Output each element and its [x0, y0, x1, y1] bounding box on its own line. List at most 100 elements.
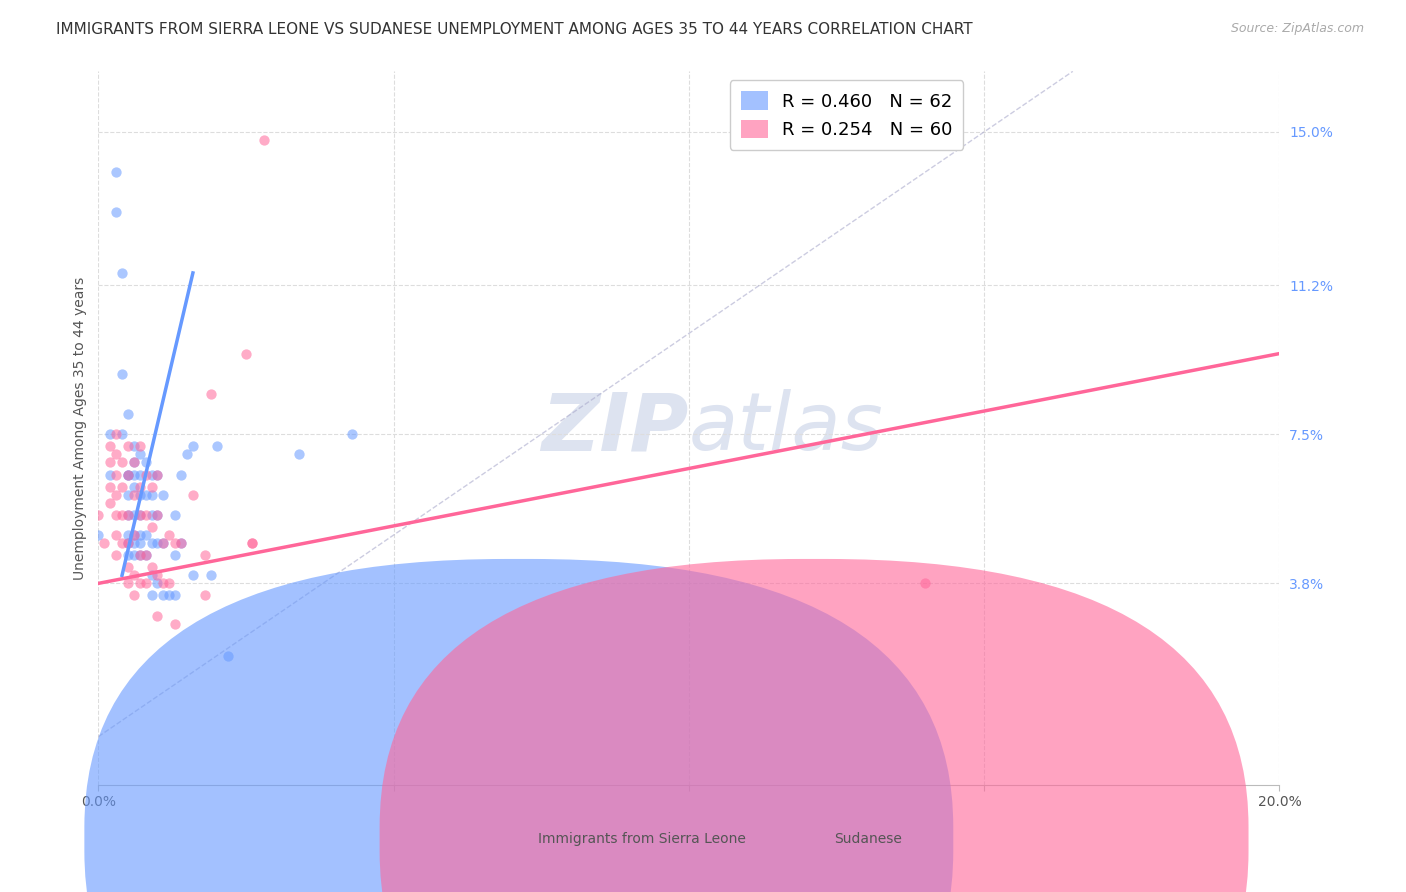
Point	[105, 447, 128, 461]
Point	[117, 528, 139, 542]
Point	[98, 496, 121, 510]
Point	[93, 536, 115, 550]
Point	[111, 455, 134, 469]
Point	[194, 589, 217, 603]
Point	[122, 589, 145, 603]
Point	[176, 447, 198, 461]
Point	[117, 488, 139, 502]
Point	[128, 508, 150, 522]
Point	[141, 536, 163, 550]
Y-axis label: Unemployment Among Ages 35 to 44 years: Unemployment Among Ages 35 to 44 years	[73, 277, 87, 580]
Legend: R = 0.460   N = 62, R = 0.254   N = 60: R = 0.460 N = 62, R = 0.254 N = 60	[730, 80, 963, 150]
Point	[128, 576, 150, 591]
Point	[128, 488, 150, 502]
Point	[105, 427, 128, 442]
Point	[181, 568, 204, 582]
Point	[122, 439, 145, 453]
Point	[135, 548, 157, 562]
Point	[117, 548, 139, 562]
Point	[146, 568, 169, 582]
Point	[122, 455, 145, 469]
Point	[105, 508, 128, 522]
Point	[117, 508, 139, 522]
Point	[105, 548, 128, 562]
Point	[122, 528, 145, 542]
Text: Sudanese: Sudanese	[834, 832, 901, 847]
Point	[111, 508, 134, 522]
Point	[111, 427, 134, 442]
Point	[98, 467, 121, 482]
Point	[135, 508, 157, 522]
Point	[235, 346, 257, 360]
Point	[135, 467, 157, 482]
Point	[122, 455, 145, 469]
Point	[146, 576, 169, 591]
Point	[128, 536, 150, 550]
Point	[342, 427, 364, 442]
Point	[146, 536, 169, 550]
Point	[135, 576, 157, 591]
Point	[194, 548, 217, 562]
Point	[165, 616, 187, 631]
Point	[128, 447, 150, 461]
Point	[117, 576, 139, 591]
Point	[146, 467, 169, 482]
Point	[170, 536, 193, 550]
Point	[128, 467, 150, 482]
Point	[128, 480, 150, 494]
Point	[105, 165, 128, 179]
Text: Source: ZipAtlas.com: Source: ZipAtlas.com	[1230, 22, 1364, 36]
Point	[98, 427, 121, 442]
Point	[122, 536, 145, 550]
Point	[128, 548, 150, 562]
Point	[146, 508, 169, 522]
Point	[253, 133, 276, 147]
Point	[152, 589, 174, 603]
Point	[128, 439, 150, 453]
Point	[128, 508, 150, 522]
Point	[122, 508, 145, 522]
Point	[200, 387, 222, 401]
Point	[98, 455, 121, 469]
Point	[117, 467, 139, 482]
Point	[117, 467, 139, 482]
Point	[170, 467, 193, 482]
Point	[165, 536, 187, 550]
Point	[141, 488, 163, 502]
Point	[205, 439, 228, 453]
Point	[170, 536, 193, 550]
Point	[914, 576, 936, 591]
Point	[117, 407, 139, 421]
Text: atlas: atlas	[689, 389, 884, 467]
Point	[141, 568, 163, 582]
Point	[141, 520, 163, 534]
Point	[122, 548, 145, 562]
Point	[141, 560, 163, 574]
Point	[122, 528, 145, 542]
Text: ZIP: ZIP	[541, 389, 689, 467]
Point	[240, 536, 263, 550]
Point	[152, 576, 174, 591]
Point	[117, 560, 139, 574]
Point	[117, 508, 139, 522]
Text: Immigrants from Sierra Leone: Immigrants from Sierra Leone	[538, 832, 747, 847]
Point	[128, 548, 150, 562]
Point	[165, 589, 187, 603]
Point	[157, 576, 180, 591]
Text: IMMIGRANTS FROM SIERRA LEONE VS SUDANESE UNEMPLOYMENT AMONG AGES 35 TO 44 YEARS : IMMIGRANTS FROM SIERRA LEONE VS SUDANESE…	[56, 22, 973, 37]
Point	[135, 488, 157, 502]
Point	[117, 467, 139, 482]
Point	[135, 455, 157, 469]
Point	[105, 467, 128, 482]
Point	[111, 367, 134, 381]
Point	[157, 528, 180, 542]
Point	[111, 536, 134, 550]
Point	[111, 480, 134, 494]
Point	[135, 528, 157, 542]
Point	[217, 648, 239, 663]
Point	[146, 608, 169, 623]
Point	[165, 548, 187, 562]
Point	[122, 488, 145, 502]
Point	[105, 488, 128, 502]
Point	[146, 467, 169, 482]
